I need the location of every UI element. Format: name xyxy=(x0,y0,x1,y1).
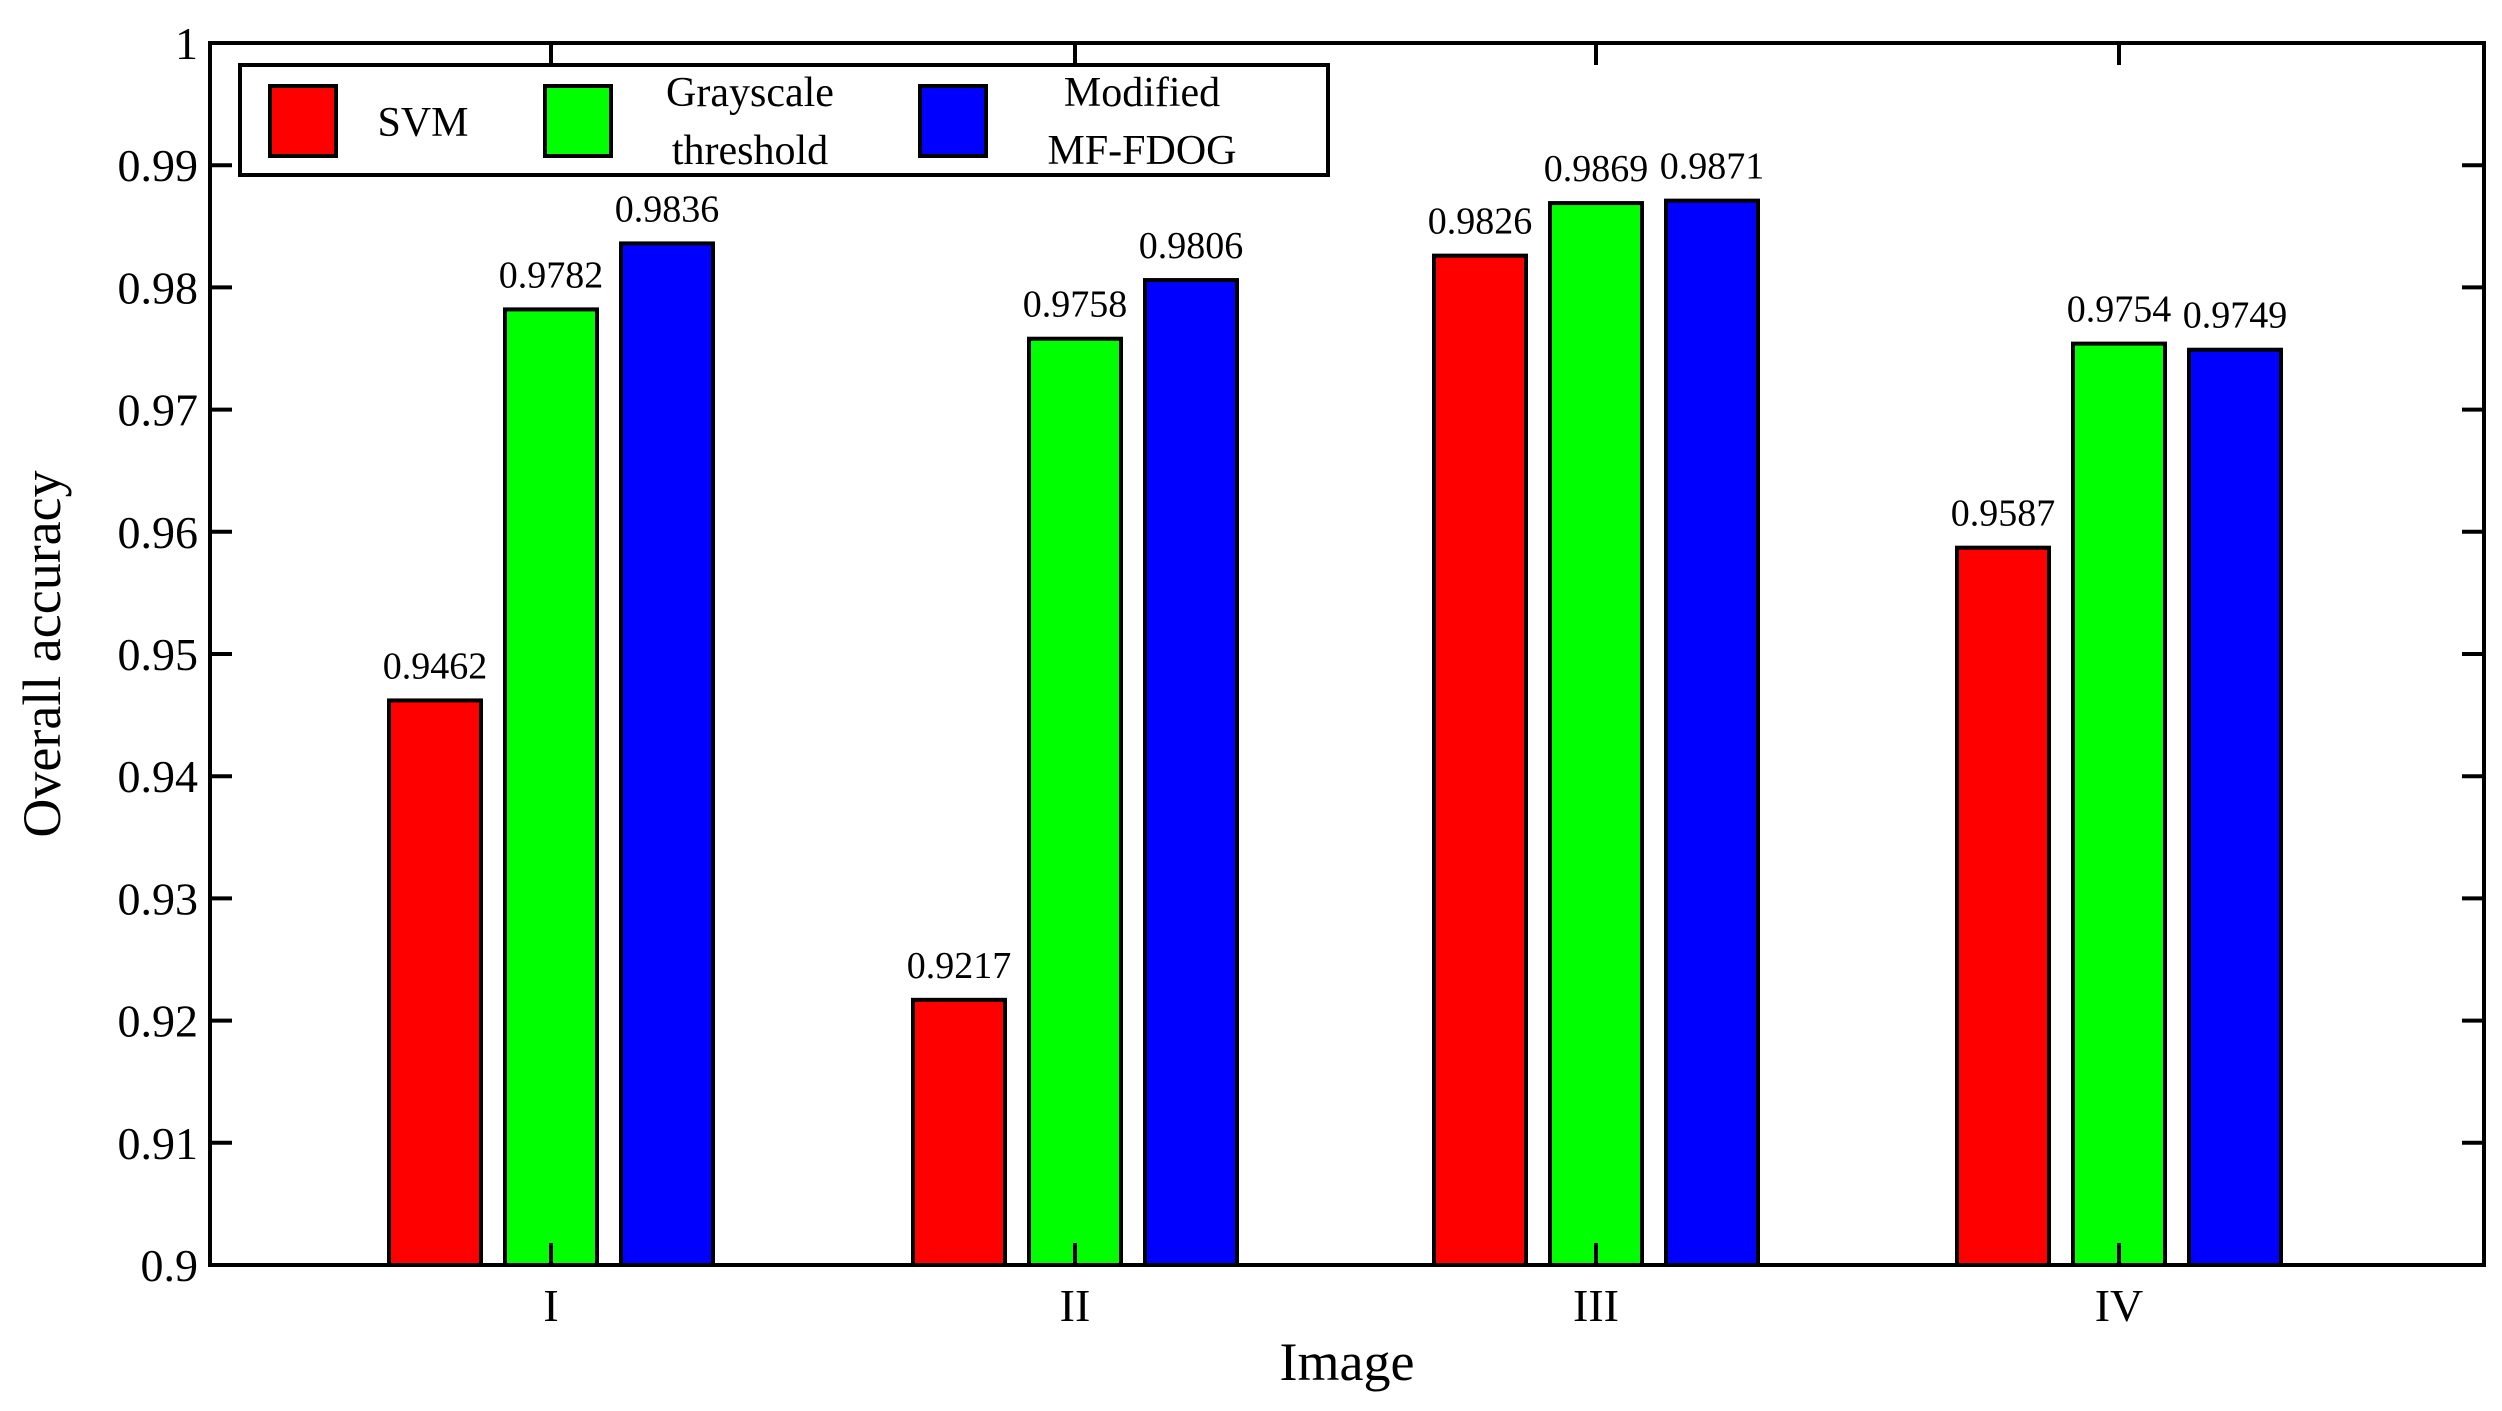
legend: SVM Grayscale threshold Modified MF-FDOG xyxy=(238,63,1330,177)
x-tick-label-2: III xyxy=(1573,1280,1619,1331)
bar-series3-4 xyxy=(2187,347,2283,1267)
data-label-series1-3: 0.9826 xyxy=(1428,201,1533,243)
y-tick-label-3: 0.93 xyxy=(118,873,199,924)
data-label-series1-2: 0.9217 xyxy=(907,945,1012,987)
legend-swatch-3 xyxy=(918,84,988,158)
data-label-series2-2: 0.9758 xyxy=(1023,284,1128,326)
x-axis-title: Image xyxy=(1280,1332,1415,1392)
legend-swatch-2 xyxy=(543,84,613,158)
y-tick-label-6: 0.96 xyxy=(118,507,199,558)
bar-series1-1 xyxy=(387,698,483,1267)
y-tick-label-4: 0.94 xyxy=(118,751,199,802)
y-axis-title: Overall accuracy xyxy=(12,470,72,837)
data-labels-layer: 0.9462 0.9217 0.9826 0.9587 0.9782 0.9758 0.98… xyxy=(383,146,2288,987)
legend-label-2-line2: threshold xyxy=(672,128,828,174)
legend-label-3-line2: MF-FDOG xyxy=(1047,128,1236,174)
data-label-series2-4: 0.9754 xyxy=(2067,289,2172,331)
data-label-series3-2: 0.9806 xyxy=(1139,225,1244,267)
bar-series2-2 xyxy=(1027,336,1123,1267)
x-tick-label-3: IV xyxy=(2095,1280,2144,1331)
y-tick-label-1: 0.91 xyxy=(118,1118,199,1169)
bar-series3-1 xyxy=(619,241,715,1267)
y-tick-label-5: 0.95 xyxy=(118,629,199,680)
data-label-series1-4: 0.9587 xyxy=(1951,493,2056,535)
bar-series1-3 xyxy=(1432,253,1528,1268)
ticks-layer: 0.9 0.91 0.92 0.93 0.94 0.95 0.96 0.97 0.98 0.99 1… xyxy=(118,18,2484,1331)
bar-series3-2 xyxy=(1143,278,1239,1267)
y-tick-label-9: 0.99 xyxy=(118,140,199,191)
y-tick-label-7: 0.97 xyxy=(118,385,199,436)
bar-series1-2 xyxy=(911,997,1007,1267)
bars-layer xyxy=(387,198,2283,1268)
x-tick-label-1: II xyxy=(1060,1280,1091,1331)
legend-box xyxy=(238,63,1330,177)
legend-label-2-line1: Grayscale xyxy=(666,70,834,116)
y-tick-label-2: 0.92 xyxy=(118,996,199,1047)
data-label-series3-4: 0.9749 xyxy=(2183,295,2288,337)
data-label-series2-1: 0.9782 xyxy=(499,254,604,296)
data-label-series1-1: 0.9462 xyxy=(383,645,488,687)
y-tick-label-10: 1 xyxy=(175,18,198,69)
x-tick-label-0: I xyxy=(543,1280,558,1331)
bar-series3-3 xyxy=(1664,198,1760,1268)
y-tick-label-0: 0.9 xyxy=(141,1240,199,1291)
legend-swatch-1 xyxy=(268,84,338,158)
data-label-series2-3: 0.9869 xyxy=(1544,148,1649,190)
data-label-series3-1: 0.9836 xyxy=(615,188,720,230)
bar-series2-1 xyxy=(503,307,599,1267)
bar-series1-4 xyxy=(1955,545,2051,1267)
y-tick-label-8: 0.98 xyxy=(118,262,199,313)
bar-series2-3 xyxy=(1548,201,1644,1267)
legend-label-1: SVM xyxy=(377,100,468,146)
bar-series2-4 xyxy=(2071,341,2167,1267)
legend-label-3-line1: Modified xyxy=(1064,70,1220,116)
data-label-series3-3: 0.9871 xyxy=(1660,146,1765,188)
